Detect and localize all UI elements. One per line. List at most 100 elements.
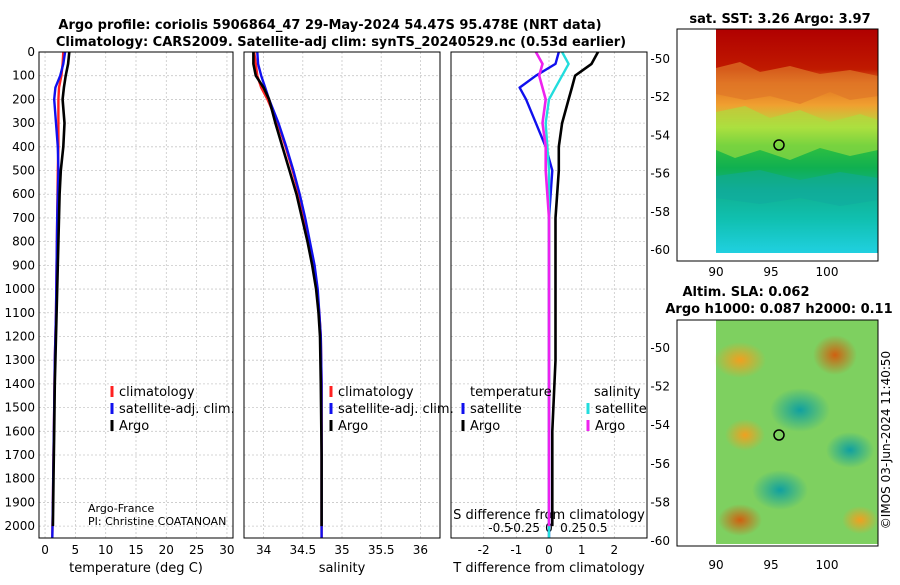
legend-satellite-label: satellite-adj. clim. (119, 402, 235, 417)
x-axis-label: temperature (deg C) (69, 561, 203, 576)
map-lon-tick-label: 90 (708, 265, 723, 279)
depth-tick-label: 1700 (4, 448, 35, 462)
legend-argo-label: Argo (119, 419, 149, 434)
depth-tick-label: 300 (12, 116, 35, 130)
figure-title-line1: Argo profile: coriolis 5906864_47 29-May… (58, 18, 601, 33)
x-tick-label: 0 (545, 543, 553, 557)
legend-sal-argo-label: Argo (595, 419, 625, 434)
depth-tick-label: 100 (12, 69, 35, 83)
x-tick-label: -1 (510, 543, 522, 557)
sla-anomaly-4 (725, 419, 765, 451)
x2-tick-label: 0.25 (560, 521, 587, 535)
depth-tick-label: 900 (12, 258, 35, 272)
map-lon-tick-label: 90 (708, 558, 723, 572)
x-tick-label: 35 (334, 543, 349, 557)
x-tick-label: 25 (189, 543, 204, 557)
figure-title-line2: Climatology: CARS2009. Satellite-adj cli… (56, 35, 626, 50)
x-tick-label: 2 (611, 543, 619, 557)
legend-temperature-panel: climatology satellite-adj. clim. Argo (110, 385, 235, 434)
x-axis-label: salinity (319, 561, 366, 576)
depth-tick-label: 1400 (4, 377, 35, 391)
x2-tick-label: -0.5 (488, 521, 511, 535)
depth-tick-label: 0 (27, 45, 35, 59)
x2-tick-label: 0.5 (588, 521, 607, 535)
depth-tick-label: 1800 (4, 472, 35, 486)
plot-frame (38, 51, 234, 539)
x-tick-label: 10 (98, 543, 113, 557)
depth-tick-label: 1500 (4, 401, 35, 415)
x-tick-label: -2 (478, 543, 490, 557)
x-tick-label: 34 (256, 543, 271, 557)
map-lat-tick-label: -60 (650, 534, 670, 548)
depth-tick-label: 500 (12, 164, 35, 178)
sla-map (676, 319, 879, 547)
x-tick-label: 15 (128, 543, 143, 557)
map-lat-tick-label: -56 (650, 457, 670, 471)
sla-argo-location-marker (773, 429, 785, 441)
map-lat-tick-label: -50 (650, 341, 670, 355)
sla-map-title-line1: Altim. SLA: 0.062 (683, 285, 810, 300)
map-lat-tick-label: -50 (650, 52, 670, 66)
x-tick-label: 35.5 (368, 543, 395, 557)
x-tick-label: 30 (219, 543, 234, 557)
depth-tick-label: 1200 (4, 329, 35, 343)
legend-climatology-label-2: climatology (338, 385, 414, 400)
sla-anomaly-2 (813, 335, 857, 375)
sla-map-title-line2: Argo h1000: 0.087 h2000: 0.11 (665, 302, 892, 317)
sla-anomaly-1 (714, 342, 766, 378)
sla-lat-ticks: -50 -52 -54 -56 -58 -60 (650, 341, 670, 548)
map-lon-tick-label: 95 (763, 265, 778, 279)
series-line-temperature-argo (550, 51, 600, 527)
difference-panel: -2 -1 0 1 2-0.5-0.25 0 0.25 0.5S difference fro… (450, 51, 648, 576)
sst-map (676, 28, 879, 262)
depth-tick-label: 1100 (4, 306, 35, 320)
temperature-panel: 0 5 10 15 20 25 30 temperature (deg C) (38, 51, 235, 576)
legend-climatology-label: climatology (119, 385, 195, 400)
depth-tick-label: 1000 (4, 282, 35, 296)
sst-map-title: sat. SST: 3.26 Argo: 3.97 (689, 12, 870, 27)
legend-salinity-panel: climatology satellite-adj. clim. Argo (329, 385, 454, 434)
depth-tick-label: 1600 (4, 424, 35, 438)
x-tick-label: 5 (72, 543, 80, 557)
sla-anomaly-8 (842, 506, 878, 534)
plot-frame (450, 51, 648, 539)
sst-lon-ticks: 90 95 100 (708, 265, 838, 279)
series-line-salinity-argo (534, 51, 551, 527)
legend-difference-panel: temperature salinity satellite Argo sate… (461, 385, 647, 434)
credit-institution: Argo-France (88, 502, 155, 515)
depth-tick-label: 700 (12, 211, 35, 225)
depth-tick-label: 1300 (4, 353, 35, 367)
legend-temperature-header: temperature (470, 385, 552, 400)
sst-argo-location-marker (773, 139, 785, 151)
x-axis-label: T difference from climatology (452, 561, 645, 576)
sla-map-frame (676, 319, 879, 547)
depth-tick-label: 1900 (4, 495, 35, 509)
sst-map-front-cool (716, 170, 878, 206)
map-lon-tick-label: 100 (816, 265, 839, 279)
sst-map-front-mid (716, 106, 878, 160)
map-lat-tick-label: -54 (650, 418, 670, 432)
depth-tick-label: 600 (12, 187, 35, 201)
map-lon-tick-label: 95 (763, 558, 778, 572)
legend-temp-satellite-label: satellite (470, 402, 522, 417)
x2-tick-label: -0.25 (509, 521, 540, 535)
legend-temp-argo-label: Argo (470, 419, 500, 434)
map-lat-tick-label: -54 (650, 128, 670, 142)
x-tick-label: 36 (413, 543, 428, 557)
sla-anomaly-3 (770, 388, 830, 432)
sla-anomaly-6 (752, 470, 808, 510)
sst-map-frame (676, 28, 879, 262)
depth-axis-ticks: 0 100 200 300 400 500 600 700 800 900 1000 1100 1200… (4, 45, 35, 533)
map-lat-tick-label: -56 (650, 167, 670, 181)
depth-tick-label: 200 (12, 92, 35, 106)
depth-tick-label: 2000 (4, 519, 35, 533)
x-tick-label: 34.5 (289, 543, 316, 557)
series-line-argo (51, 51, 71, 527)
timestamp-label: ©IMOS 03-Jun-2024 11:40:50 (879, 351, 893, 529)
map-lat-tick-label: -58 (650, 205, 670, 219)
sla-anomaly-7 (718, 504, 762, 536)
x-tick-label: 20 (159, 543, 174, 557)
sst-map-front-warm (716, 62, 878, 104)
